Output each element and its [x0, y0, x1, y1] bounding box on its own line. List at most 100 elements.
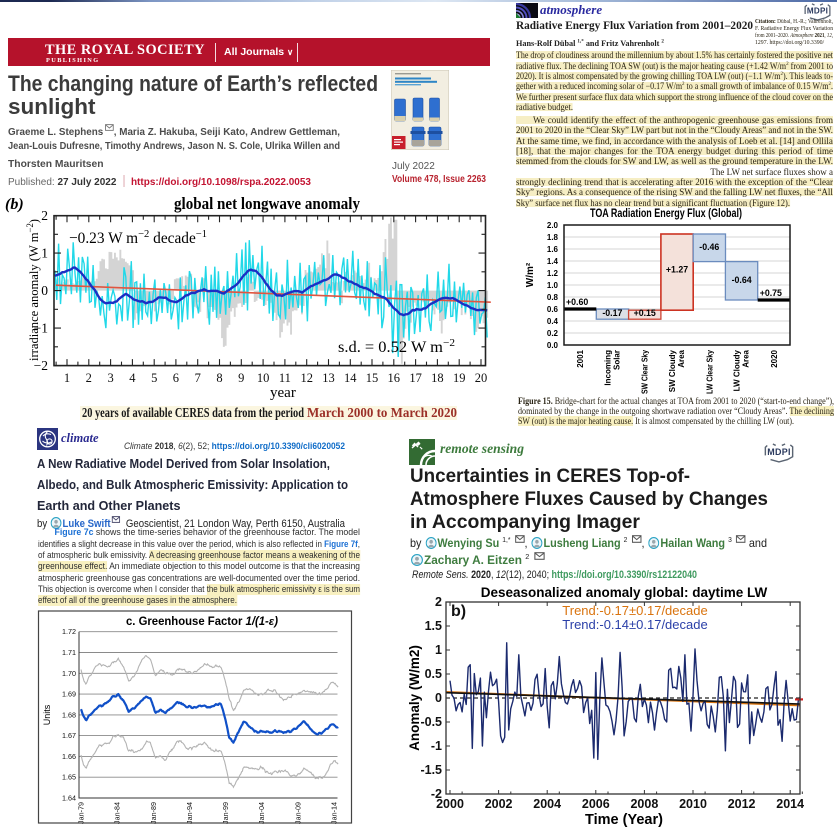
svg-text:Trend:-0.17±0.17/decade: Trend:-0.17±0.17/decade: [562, 603, 707, 618]
svg-text:Jan-09: Jan-09: [293, 802, 302, 824]
svg-text:13: 13: [322, 371, 335, 385]
svg-text:2008: 2008: [630, 797, 658, 811]
svg-text:2004: 2004: [533, 797, 561, 811]
svg-text:1.66: 1.66: [62, 752, 76, 761]
svg-text:2012: 2012: [728, 797, 756, 811]
svg-text:16: 16: [388, 371, 401, 385]
svg-text:−2: −2: [34, 358, 48, 373]
svg-text:1.2: 1.2: [547, 269, 559, 278]
svg-text:-0.64: -0.64: [732, 275, 752, 285]
svg-text:Units: Units: [42, 704, 52, 725]
svg-text:-1: -1: [431, 739, 442, 753]
svg-text:2010: 2010: [679, 797, 707, 811]
svg-text:9: 9: [238, 371, 244, 385]
svg-text:Area: Area: [677, 349, 686, 367]
svg-text:12: 12: [300, 371, 313, 385]
svg-text:0.2: 0.2: [547, 329, 559, 338]
svg-text:2: 2: [86, 371, 92, 385]
svg-text:0: 0: [435, 691, 442, 705]
svg-text:-0.46: -0.46: [699, 242, 719, 252]
svg-text:1.5: 1.5: [425, 619, 442, 633]
svg-text:1.72: 1.72: [62, 627, 76, 636]
svg-text:2006: 2006: [582, 797, 610, 811]
svg-text:15: 15: [366, 371, 379, 385]
svg-text:-1.5: -1.5: [420, 763, 442, 777]
svg-text:5: 5: [151, 371, 157, 385]
svg-text:+0.60: +0.60: [566, 297, 588, 307]
svg-text:18: 18: [431, 371, 444, 385]
svg-text:global net longwave anomaly: global net longwave anomaly: [174, 194, 361, 213]
svg-text:2: 2: [435, 595, 442, 609]
svg-text:TOA Radiation Energy Flux (Glo: TOA Radiation Energy Flux (Global): [590, 208, 742, 220]
svg-text:2020: 2020: [770, 349, 779, 367]
svg-text:Anomaly (W/m2): Anomaly (W/m2): [407, 645, 422, 751]
svg-text:1.68: 1.68: [62, 710, 76, 719]
svg-text:-0.17: -0.17: [602, 308, 622, 318]
svg-text:0.4: 0.4: [547, 317, 559, 326]
svg-text:MDPI: MDPI: [767, 447, 790, 457]
svg-text:0.5: 0.5: [425, 667, 442, 681]
svg-text:+0.15: +0.15: [634, 308, 656, 318]
svg-text:(b): (b): [5, 196, 24, 213]
svg-text:Jan-84: Jan-84: [113, 802, 122, 824]
svg-text:19: 19: [453, 371, 466, 385]
svg-text:2000: 2000: [436, 797, 464, 811]
svg-text:1.71: 1.71: [62, 648, 76, 657]
svg-text:c. Greenhouse Factor 1/(1-ε): c. Greenhouse Factor 1/(1-ε): [126, 616, 278, 628]
svg-text:−0.23 W m−2 decade−1: −0.23 W m−2 decade−1: [69, 228, 207, 247]
svg-text:1.69: 1.69: [62, 690, 76, 699]
svg-text:0: 0: [41, 283, 48, 298]
svg-text:Time (Year): Time (Year): [585, 812, 663, 828]
svg-text:1.8: 1.8: [547, 233, 559, 242]
svg-text:LW Cloudy: LW Cloudy: [733, 349, 742, 391]
svg-text:1.67: 1.67: [62, 731, 76, 740]
svg-text:March 2000 to March 2020: March 2000 to March 2020: [307, 405, 457, 420]
svg-text:+1.27: +1.27: [666, 264, 688, 274]
svg-text:Area: Area: [742, 349, 751, 367]
svg-text:1.64: 1.64: [62, 794, 76, 803]
svg-text:SW Clear Sky: SW Clear Sky: [641, 350, 650, 394]
svg-text:3: 3: [107, 371, 113, 385]
svg-text:Solar: Solar: [612, 350, 621, 370]
svg-text:7: 7: [195, 371, 201, 385]
svg-text:14: 14: [344, 371, 357, 385]
svg-text:1.4: 1.4: [547, 257, 559, 266]
svg-text:2014: 2014: [776, 797, 804, 811]
svg-text:1.65: 1.65: [62, 773, 76, 782]
svg-text:0.0: 0.0: [547, 341, 559, 350]
svg-text:17: 17: [409, 371, 422, 385]
svg-text:8: 8: [216, 371, 222, 385]
svg-text:LW Clear Sky: LW Clear Sky: [705, 350, 714, 394]
svg-text:0.8: 0.8: [547, 293, 559, 302]
svg-text:1.70: 1.70: [62, 669, 76, 678]
svg-text:20 years of available CERES da: 20 years of available CERES data from th…: [82, 405, 304, 420]
svg-text:Jan-14: Jan-14: [330, 802, 339, 824]
svg-text:irradiance anomaly (W m−2): irradiance anomaly (W m−2): [25, 219, 41, 361]
svg-text:1.0: 1.0: [547, 281, 559, 290]
svg-text:year: year: [270, 385, 296, 401]
svg-text:-2: -2: [431, 787, 442, 801]
svg-text:Jan-04: Jan-04: [257, 802, 266, 824]
svg-text:SW Cloudy: SW Cloudy: [668, 349, 677, 392]
svg-text:Jan-99: Jan-99: [221, 802, 230, 824]
svg-text:Incoming: Incoming: [603, 350, 612, 386]
svg-text:W/m²: W/m²: [525, 262, 536, 287]
svg-text:10: 10: [257, 371, 270, 385]
svg-text:Jan-89: Jan-89: [149, 802, 158, 824]
svg-text:Trend:-0.14±0.17/decade: Trend:-0.14±0.17/decade: [562, 617, 707, 632]
svg-text:1.6: 1.6: [547, 245, 559, 254]
svg-text:6: 6: [173, 371, 179, 385]
svg-text:4: 4: [129, 371, 136, 385]
svg-text:-0.5: -0.5: [420, 715, 442, 729]
svg-text:MDPI: MDPI: [807, 7, 828, 16]
svg-text:2002: 2002: [485, 797, 513, 811]
svg-text:1: 1: [435, 643, 442, 657]
svg-text:1: 1: [64, 371, 70, 385]
svg-text:+0.75: +0.75: [760, 288, 782, 298]
svg-text:2.0: 2.0: [547, 221, 559, 230]
svg-text:−1: −1: [34, 321, 48, 336]
svg-text:b): b): [451, 603, 466, 620]
svg-text:2001: 2001: [576, 349, 585, 367]
svg-text:11: 11: [279, 371, 291, 385]
svg-text:Jan-79: Jan-79: [77, 802, 86, 824]
